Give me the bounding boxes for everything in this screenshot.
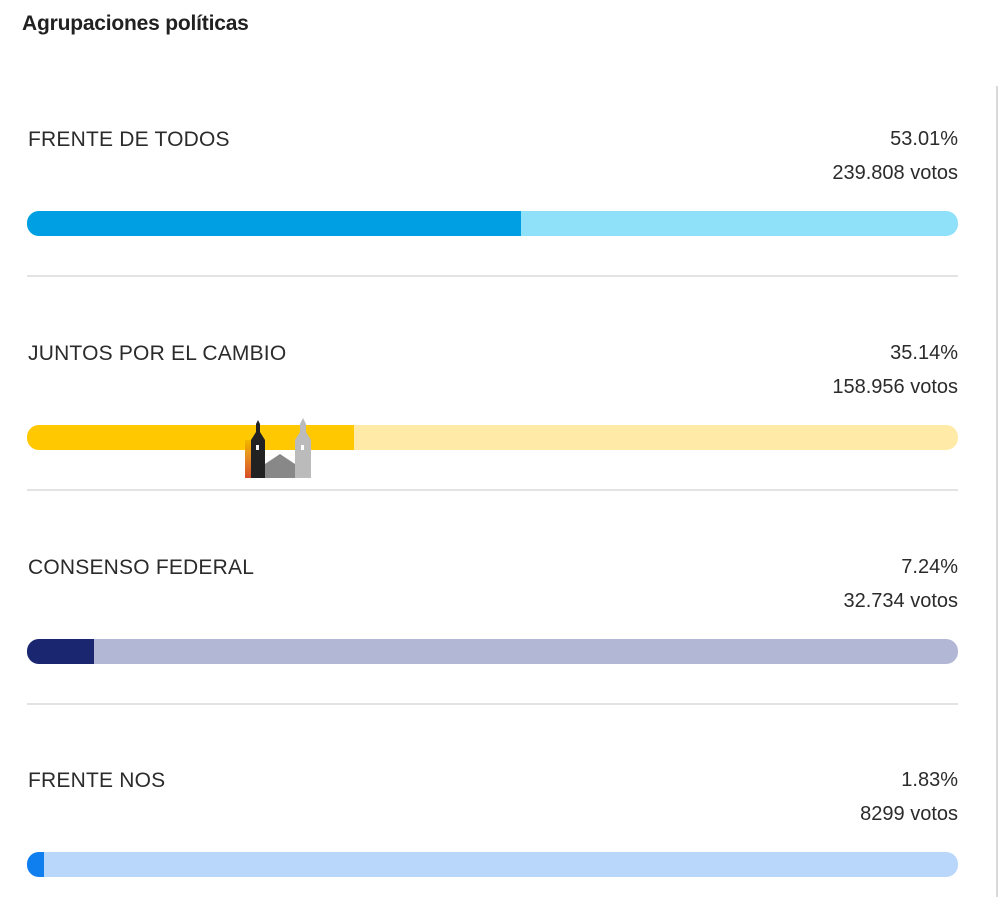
party-row-juntos-por-el-cambio: JUNTOS POR EL CAMBIO 35.14% 158.956 voto… xyxy=(27,342,958,482)
party-percent: 35.14% xyxy=(890,342,958,364)
party-percent: 1.83% xyxy=(901,769,958,791)
church-towers-icon xyxy=(244,418,314,478)
party-bar-track xyxy=(27,639,958,664)
party-votes: 8299 votos xyxy=(860,803,958,825)
party-votes: 32.734 votos xyxy=(843,590,958,612)
row-separator xyxy=(27,489,958,491)
party-name: FRENTE NOS xyxy=(28,769,166,792)
party-votes: 158.956 votos xyxy=(832,376,958,398)
party-bar-track xyxy=(27,852,958,877)
panel-right-border xyxy=(996,86,998,897)
party-row-frente-nos: FRENTE NOS 1.83% 8299 votos xyxy=(27,769,958,897)
row-separator xyxy=(27,275,958,277)
party-bar-fill xyxy=(27,211,521,236)
party-bar-track xyxy=(27,211,958,236)
party-percent: 53.01% xyxy=(890,128,958,150)
party-bar-track xyxy=(27,425,958,450)
party-percent: 7.24% xyxy=(901,556,958,578)
party-name: FRENTE DE TODOS xyxy=(28,128,230,151)
party-row-frente-de-todos: FRENTE DE TODOS 53.01% 239.808 votos xyxy=(27,128,958,268)
party-name: JUNTOS POR EL CAMBIO xyxy=(28,342,287,365)
party-bar-fill xyxy=(27,639,95,664)
party-name: CONSENSO FEDERAL xyxy=(28,556,255,579)
row-separator xyxy=(27,703,958,705)
party-row-consenso-federal: CONSENSO FEDERAL 7.24% 32.734 votos xyxy=(27,556,958,696)
panel-title: Agrupaciones políticas xyxy=(22,12,249,35)
party-bar-fill xyxy=(27,852,45,877)
party-votes: 239.808 votos xyxy=(832,162,958,184)
